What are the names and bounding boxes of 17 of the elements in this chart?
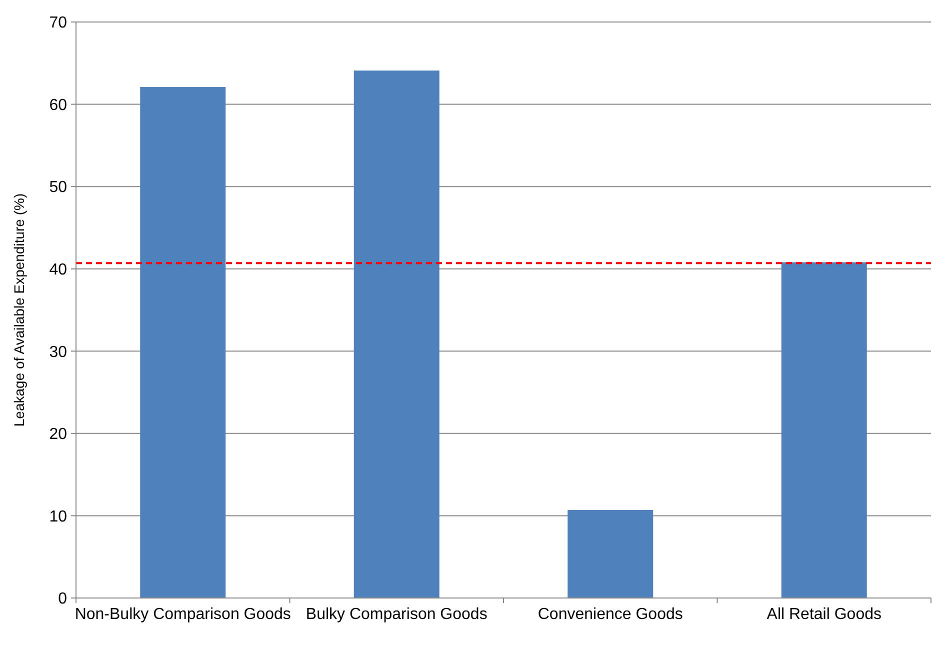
y-tick-label: 70 bbox=[49, 14, 68, 32]
y-axis-title: Leakage of Available Expenditure (%) bbox=[11, 193, 27, 427]
bar bbox=[354, 70, 440, 598]
y-tick-label: 40 bbox=[49, 261, 68, 278]
y-tick-label: 30 bbox=[49, 344, 68, 361]
bar bbox=[781, 262, 867, 598]
y-tick-label: 0 bbox=[58, 590, 68, 608]
y-tick-label: 60 bbox=[49, 96, 68, 114]
y-tick-label: 20 bbox=[49, 426, 68, 444]
y-tick-label: 50 bbox=[49, 179, 68, 196]
bar bbox=[568, 510, 654, 598]
x-tick-label: Bulky Comparison Goods bbox=[306, 606, 488, 623]
x-tick-label: Non-Bulky Comparison Goods bbox=[74, 606, 291, 623]
x-tick-label: Convenience Goods bbox=[538, 606, 683, 623]
x-tick-label: All Retail Goods bbox=[766, 606, 882, 623]
bar bbox=[140, 87, 226, 598]
y-tick-label: 10 bbox=[49, 508, 68, 526]
